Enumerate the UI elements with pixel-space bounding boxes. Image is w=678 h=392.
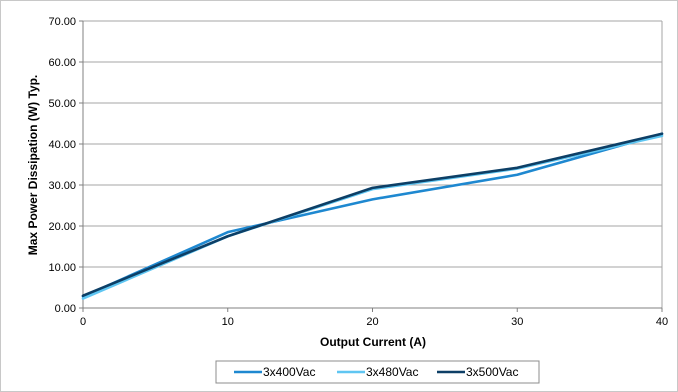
- x-tick-label-10: 10: [222, 316, 234, 328]
- y-tick-label-20: 20.00: [48, 221, 76, 233]
- legend-label-3x500Vac: 3x500Vac: [466, 365, 518, 379]
- series-line-3x400Vac: [81, 132, 664, 298]
- x-tick-label-40: 40: [656, 316, 668, 328]
- y-tick-label-30: 30.00: [48, 180, 76, 192]
- y-tick-label-0: 0.00: [55, 303, 76, 315]
- x-axis-title: Output Current (A): [320, 335, 426, 349]
- series-line-3x480Vac: [81, 134, 664, 300]
- series-lines: [81, 132, 664, 300]
- legend-label-3x400Vac: 3x400Vac: [263, 365, 315, 379]
- y-tick-label-60: 60.00: [48, 57, 76, 69]
- tick-labels: 0.00 10.00 20.00 30.00 40.00 50.00 60.00 70.00 0…: [48, 16, 668, 328]
- legend-box: [215, 360, 540, 384]
- x-tick-label-0: 0: [80, 316, 86, 328]
- y-axis-title: Max Power Dissipation (W) Typ.: [26, 75, 40, 255]
- legend-label-3x480Vac: 3x480Vac: [366, 365, 418, 379]
- grid-lines: [83, 20, 663, 308]
- axes: [79, 20, 663, 312]
- series-line-3x500Vac: [81, 132, 664, 298]
- legend: 3x400Vac 3x480Vac 3x500Vac: [215, 360, 540, 384]
- y-tick-label-40: 40.00: [48, 139, 76, 151]
- y-tick-label-50: 50.00: [48, 98, 76, 110]
- x-tick-label-20: 20: [366, 316, 378, 328]
- y-tick-label-70: 70.00: [48, 16, 76, 28]
- x-tick-label-30: 30: [511, 316, 523, 328]
- y-tick-label-10: 10.00: [48, 262, 76, 274]
